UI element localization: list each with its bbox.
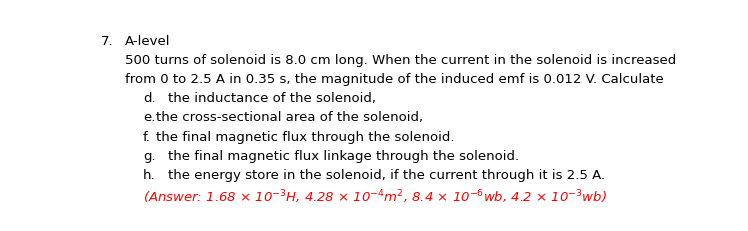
Text: the cross-sectional area of the solenoid,: the cross-sectional area of the solenoid… [156,111,423,124]
Text: f.: f. [143,130,150,143]
Text: e.: e. [143,111,155,124]
Text: A-level: A-level [126,35,171,48]
Text: 7.: 7. [100,35,113,48]
Text: the final magnetic flux through the solenoid.: the final magnetic flux through the sole… [156,130,455,143]
Text: the inductance of the solenoid,: the inductance of the solenoid, [168,92,375,105]
Text: (Answer: 1.68 × 10$^{-3}$H, 4.28 × 10$^{-4}$m$^{2}$, 8.4 × 10$^{-6}$wb, 4.2 × 10: (Answer: 1.68 × 10$^{-3}$H, 4.28 × 10$^{… [143,187,607,205]
Text: g.: g. [143,149,156,162]
Text: from 0 to 2.5 A in 0.35 s, the magnitude of the induced emf is 0.012 V. Calculat: from 0 to 2.5 A in 0.35 s, the magnitude… [126,73,664,86]
Text: h.: h. [143,168,156,181]
Text: 500 turns of solenoid is 8.0 cm long. When the current in the solenoid is increa: 500 turns of solenoid is 8.0 cm long. Wh… [126,54,677,67]
Text: the energy store in the solenoid, if the current through it is 2.5 A.: the energy store in the solenoid, if the… [168,168,605,181]
Text: d.: d. [143,92,156,105]
Text: the final magnetic flux linkage through the solenoid.: the final magnetic flux linkage through … [168,149,519,162]
